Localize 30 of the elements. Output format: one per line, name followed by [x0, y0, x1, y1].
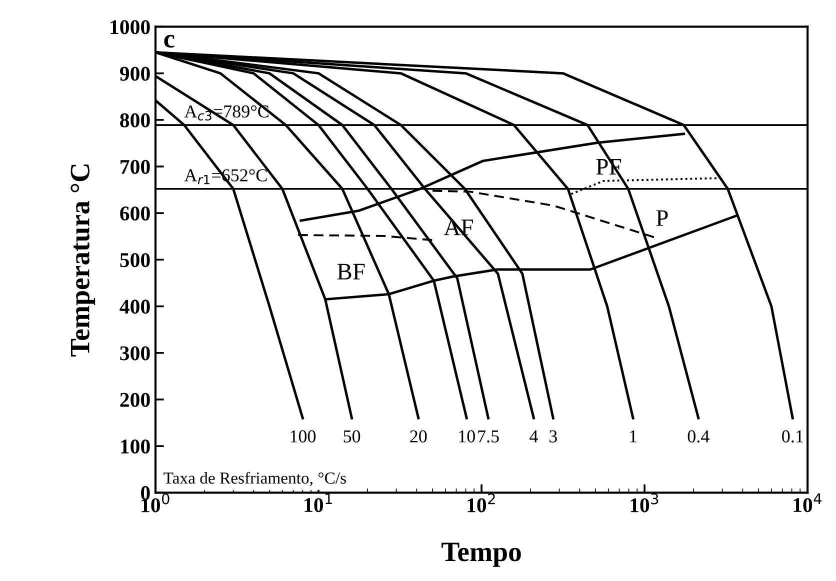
series-label: 100	[290, 430, 316, 442]
x-tick-label: 10$^{4}$	[794, 493, 822, 512]
annotation: Taxa de Resfriamento, °C/s	[164, 472, 346, 486]
annotation: c	[164, 34, 174, 48]
series-label: 10	[459, 430, 475, 442]
x-tick-label: 10$^{1}$	[304, 493, 332, 512]
y-tick-label: 400	[120, 300, 150, 314]
y-tick-label: 200	[120, 392, 150, 407]
y-tick-label: 100	[121, 439, 150, 454]
y-tick-label: 600	[120, 206, 150, 221]
series-label: 3	[550, 430, 557, 442]
y-tick-label: 300	[120, 346, 150, 360]
y-tick-label: 700	[120, 160, 150, 174]
annotation: P	[656, 210, 668, 226]
y-axis-title: Temperatura °C	[70, 164, 96, 357]
x-tick-label: 10$^{2}$	[468, 493, 495, 512]
series-label: 50	[344, 430, 360, 442]
y-tick-label: 900	[120, 66, 150, 81]
series-label: 20	[410, 430, 427, 442]
series-label: 0.1	[782, 430, 803, 443]
x-tick-label: 10$^{3}$	[630, 493, 658, 512]
series-label: 1	[630, 430, 636, 442]
y-tick-label: 500	[120, 253, 150, 268]
y-tick-label: 800	[120, 113, 150, 128]
annotation: BF	[337, 264, 365, 280]
y-tick-label: 1000	[110, 20, 150, 34]
series-label: 7.5	[478, 430, 499, 443]
series-label: 0.4	[688, 430, 710, 443]
series-label: 4	[530, 430, 538, 442]
x-axis-title: Tempo	[442, 542, 521, 567]
